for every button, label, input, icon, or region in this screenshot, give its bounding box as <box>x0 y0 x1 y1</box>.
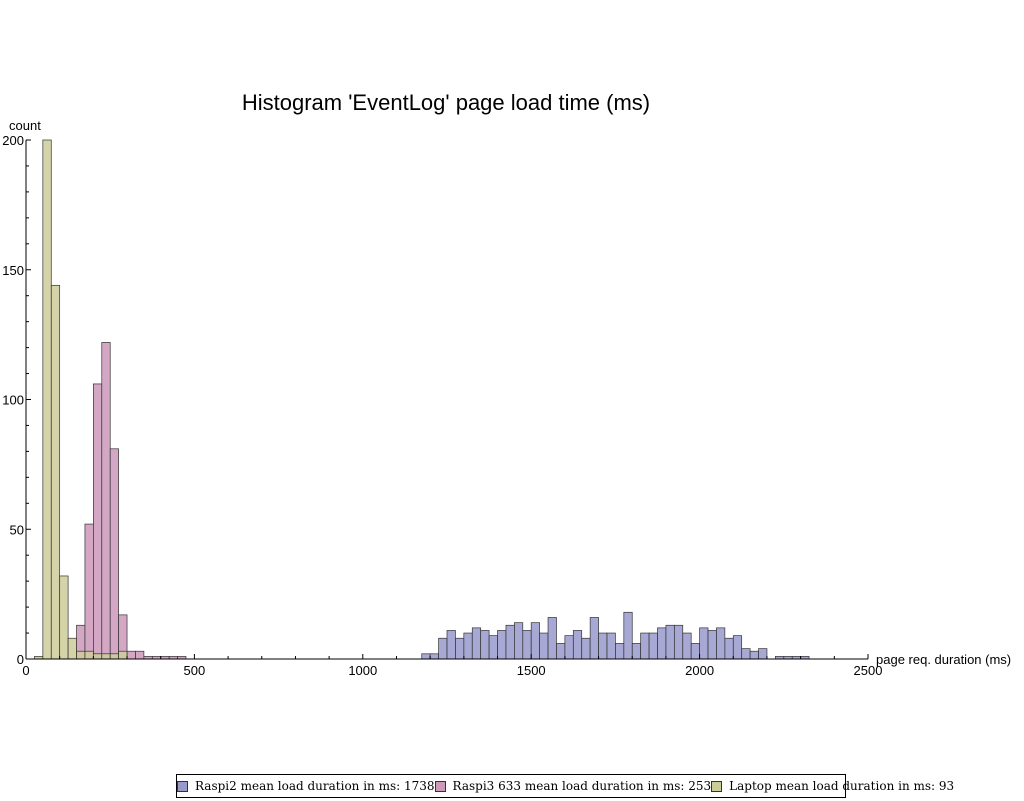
bar-raspi2-1800 <box>631 643 642 660</box>
bar-laptop-200 <box>93 653 103 660</box>
x-tick-label-500: 500 <box>184 663 206 678</box>
bar-raspi3-200 <box>93 383 103 660</box>
bar-raspi2-1925 <box>673 624 684 660</box>
legend-swatch-laptop <box>711 780 723 792</box>
bar-raspi2-1175 <box>421 653 431 660</box>
x-tick-label-2000: 2000 <box>685 663 714 678</box>
bar-raspi2-1650 <box>581 637 591 660</box>
bar-raspi2-2125 <box>741 648 751 660</box>
bar-raspi2-1875 <box>657 627 667 660</box>
x-tick-label-1500: 1500 <box>517 663 546 678</box>
bar-raspi2-1350 <box>480 630 490 660</box>
x-tick-label-1000: 1000 <box>348 663 377 678</box>
bar-laptop-275 <box>118 650 128 660</box>
legend-swatch-raspi3 <box>434 780 446 792</box>
legend-label-laptop: Laptop mean load duration in ms: 93 <box>729 779 955 793</box>
bar-raspi2-1725 <box>606 632 616 660</box>
bar-raspi2-1625 <box>572 630 583 660</box>
bar-raspi2-1750 <box>615 643 625 660</box>
legend-label-raspi2: Raspi2 mean load duration in ms: 1738 <box>195 779 435 793</box>
bar-raspi2-2175 <box>758 648 768 660</box>
bar-raspi3-250 <box>109 448 119 660</box>
y-tick-label-50: 50 <box>10 522 24 537</box>
bar-raspi2-2000 <box>699 627 709 660</box>
legend-item-raspi2: Raspi2 mean load duration in ms: 1738 <box>177 779 435 793</box>
y-tick-label-0: 0 <box>17 652 24 667</box>
bar-raspi2-2150 <box>749 650 759 660</box>
bar-raspi2-1250 <box>446 630 456 660</box>
y-tick-label-200: 200 <box>2 133 24 148</box>
bar-laptop-50 <box>42 139 52 660</box>
bar-raspi2-1500 <box>530 622 540 660</box>
bar-raspi2-1825 <box>640 632 650 660</box>
bar-laptop-125 <box>67 637 77 660</box>
bar-raspi2-1700 <box>598 632 608 660</box>
bar-raspi2-1225 <box>438 637 448 660</box>
bar-laptop-175 <box>84 650 94 660</box>
legend-swatch-raspi2 <box>177 780 188 792</box>
x-tick-label-2500: 2500 <box>854 663 883 678</box>
bar-raspi2-1600 <box>564 635 574 660</box>
bar-raspi3-225 <box>101 342 111 660</box>
bar-raspi2-1425 <box>505 624 515 660</box>
x-tick-label-0: 0 <box>22 663 29 678</box>
legend-item-laptop: Laptop mean load duration in ms: 93 <box>711 779 954 793</box>
y-tick-label-100: 100 <box>2 393 24 408</box>
bar-laptop-225 <box>101 653 111 660</box>
bar-raspi2-1550 <box>547 617 557 660</box>
bar-raspi2-1300 <box>463 632 473 660</box>
bar-raspi2-1675 <box>589 617 599 660</box>
bars-layer <box>34 139 810 660</box>
bar-laptop-100 <box>59 575 69 660</box>
bar-raspi2-2050 <box>716 627 726 660</box>
bar-raspi2-1400 <box>497 630 507 660</box>
bar-raspi2-2100 <box>732 635 743 660</box>
bar-raspi3-300 <box>126 650 136 660</box>
bar-raspi2-1200 <box>429 653 439 660</box>
bar-raspi2-1325 <box>471 627 482 660</box>
bar-raspi2-1975 <box>690 643 700 660</box>
bar-raspi2-1775 <box>623 611 633 660</box>
y-tick-label-150: 150 <box>2 263 24 278</box>
bar-raspi2-1850 <box>648 632 658 660</box>
bar-laptop-250 <box>109 653 119 660</box>
bar-raspi2-1450 <box>514 622 524 660</box>
bar-laptop-75 <box>50 284 61 660</box>
bar-raspi2-1525 <box>539 632 549 660</box>
bar-raspi2-2075 <box>724 637 734 660</box>
bar-raspi2-1900 <box>665 624 675 660</box>
bar-raspi2-1475 <box>522 630 532 660</box>
bar-raspi3-325 <box>135 650 145 660</box>
y-axis-label: count <box>9 118 41 133</box>
bar-raspi2-1575 <box>556 643 566 660</box>
legend: Raspi2 mean load duration in ms: 1738 Ra… <box>176 774 954 798</box>
bar-raspi2-1275 <box>455 637 465 660</box>
chart-title: Histogram 'EventLog' page load time (ms) <box>242 90 650 115</box>
ticks-layer: 0 500 1000 1500 2000 2500 0 50 100 150 200 <box>2 133 882 678</box>
bar-raspi2-1375 <box>488 635 498 660</box>
bar-laptop-150 <box>76 650 86 660</box>
bar-raspi2-1950 <box>682 632 692 660</box>
legend-item-raspi3: Raspi3 633 mean load duration in ms: 253 <box>434 779 712 793</box>
legend-label-raspi3: Raspi3 633 mean load duration in ms: 253 <box>452 779 712 793</box>
bar-raspi3-175 <box>84 523 94 660</box>
x-axis-label: page req. duration (ms) <box>876 652 1011 667</box>
bar-raspi2-2025 <box>707 630 717 660</box>
